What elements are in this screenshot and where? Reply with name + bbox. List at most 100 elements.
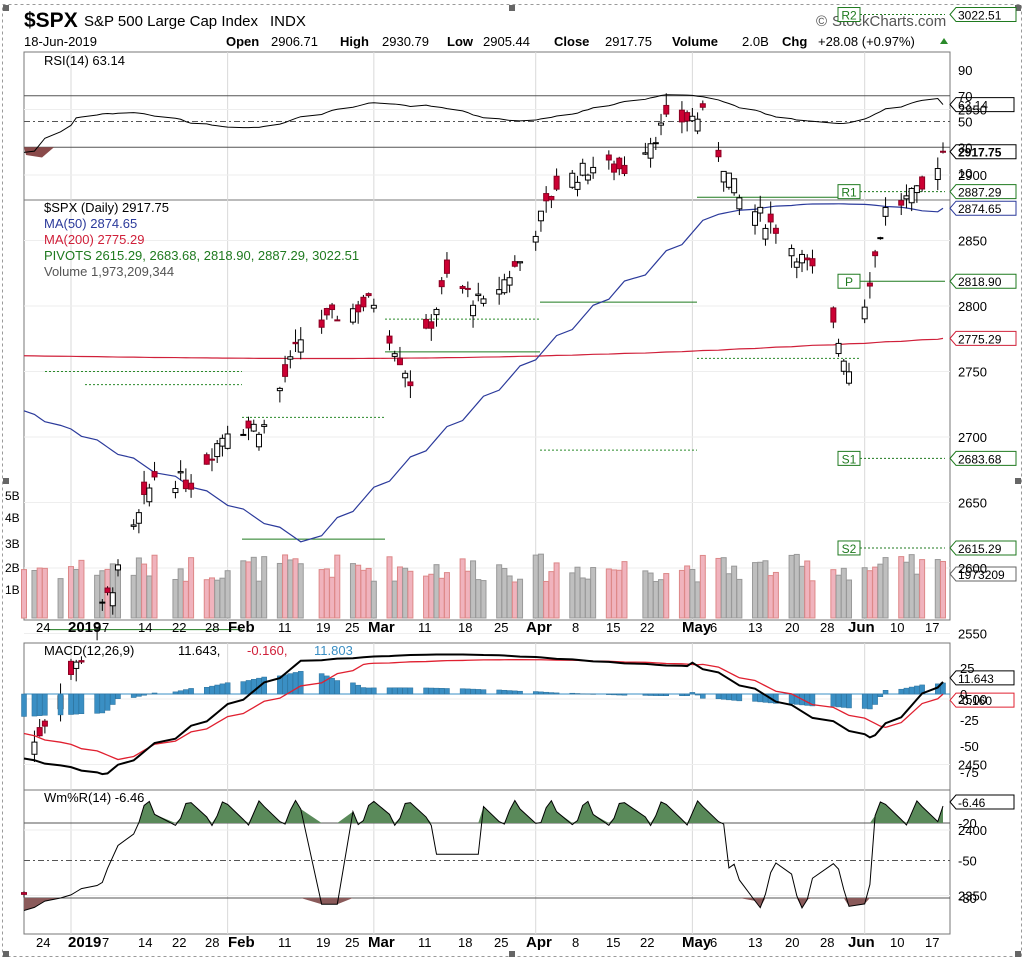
candle-body: [245, 420, 252, 429]
candle-body: [506, 277, 513, 286]
x-axis-label: 18: [458, 620, 472, 635]
candle-body: [104, 587, 111, 593]
macd-histogram-bar: [621, 693, 628, 696]
macd-histogram-bar: [240, 681, 247, 695]
volume-bar: [872, 566, 879, 619]
macd-histogram-bar: [846, 693, 852, 709]
macd-legend-value: 11.643,: [178, 643, 220, 658]
pivot-label-box: [837, 7, 861, 23]
volume-bar: [443, 572, 450, 619]
volume-bar: [866, 570, 873, 619]
panel-frame: [23, 199, 951, 621]
volume-bar: [772, 571, 779, 619]
macd-histogram-bar: [684, 693, 690, 696]
candle-body: [36, 727, 43, 737]
candle-body: [647, 143, 654, 159]
wmr-tick: -80: [958, 891, 977, 906]
pivots-legend: PIVOTS 2615.29, 2683.68, 2818.90, 2887.2…: [44, 248, 359, 263]
x-axis-label: 24: [36, 935, 50, 950]
wmr-line: [23, 799, 944, 911]
macd-histogram-bar: [470, 688, 476, 695]
wmr-oversold-fill: [24, 898, 943, 911]
macd-histogram-bar: [480, 689, 487, 695]
frame-handle: [1015, 951, 1021, 957]
candle-body: [579, 162, 586, 176]
price-tag-text: 2917.75: [958, 146, 1002, 160]
volume-bar: [391, 580, 398, 619]
price-tick: 2900: [958, 168, 987, 183]
candle-body: [114, 564, 121, 571]
x-axis-label: 13: [748, 935, 762, 950]
open-label: Open: [226, 34, 259, 49]
pivot-label-r1: R1: [841, 186, 857, 200]
volume-bar: [73, 569, 80, 619]
frame-handle: [509, 5, 515, 11]
volume-bar: [135, 557, 142, 619]
candle-body: [689, 115, 696, 122]
candle-body: [694, 118, 701, 132]
x-axis-label: 22: [640, 620, 654, 635]
macd-histogram-bar: [204, 687, 210, 695]
macd-histogram-bar: [616, 693, 623, 696]
volume-bar: [652, 581, 659, 619]
candle-body: [762, 227, 769, 240]
candle-body: [208, 458, 215, 461]
macd-histogram-bar: [397, 687, 403, 695]
candle-body: [78, 660, 85, 663]
macd-tick: 0: [960, 687, 967, 702]
candle-body: [532, 235, 539, 243]
macd-histogram-bar: [94, 693, 100, 714]
x-axis-labels: 24 2019 7 14 22 28 Feb 11 19 25 Mar 11 18 25 Apr 8 15 22 M…: [36, 619, 939, 951]
index-name: S&P 500 Large Cap Index: [84, 13, 259, 30]
volume-bar: [590, 567, 597, 619]
volume-bar: [292, 558, 299, 619]
volume-bar: [830, 569, 837, 619]
macd-histogram-bar: [73, 693, 79, 715]
candle-body: [438, 280, 445, 288]
price-tag: [949, 200, 1017, 216]
candle-body: [214, 443, 221, 458]
price-tag-text: 3022.51: [958, 9, 1002, 23]
macd-histogram-bar: [318, 673, 325, 695]
x-axis-label: 25: [494, 935, 508, 950]
pivot-label-s2: S2: [842, 542, 857, 556]
x-axis-label: 28: [820, 935, 834, 950]
x-axis-label: 11: [418, 935, 432, 950]
volume-bar: [548, 571, 555, 619]
x-axis-label: 28: [205, 620, 219, 635]
macd-histogram-bar: [773, 693, 779, 704]
volume-bar: [464, 570, 471, 619]
pivot-label-box: [837, 540, 861, 556]
volume-bar: [365, 567, 372, 619]
volume-bar: [219, 577, 226, 619]
rsi-tag-text: 63.14: [958, 99, 988, 113]
candle-body: [459, 286, 466, 289]
candle-body: [141, 481, 148, 495]
x-axis-label: 19: [316, 620, 330, 635]
x-axis-label: 2019: [68, 934, 101, 951]
price-tag: [949, 184, 1017, 200]
x-axis-label: Feb: [228, 934, 255, 951]
macd-histogram-bar: [78, 693, 85, 714]
candle-body: [788, 248, 795, 257]
candle-body: [423, 318, 430, 329]
volume-bar: [99, 570, 106, 619]
macd-histogram-bar: [355, 684, 361, 695]
volume-bar: [658, 579, 665, 619]
candlesticks: [21, 93, 946, 898]
macd-histogram-bar: [475, 689, 482, 695]
macd-histogram-bar: [532, 691, 539, 695]
macd-histogram-bar: [110, 693, 116, 705]
volume-bar: [261, 556, 268, 619]
volume-bar: [788, 554, 795, 619]
macd-histogram-bar: [360, 687, 367, 695]
volume-bar: [428, 573, 435, 619]
macd-histogram-bar: [334, 680, 341, 695]
macd-histogram-bar: [861, 693, 868, 709]
volume-bar: [517, 578, 524, 619]
x-axis-label: 10: [890, 620, 904, 635]
volume-bars: [21, 553, 946, 619]
candle-body: [370, 304, 377, 309]
price-tick: 2500: [958, 692, 987, 707]
candle-body: [611, 163, 618, 173]
